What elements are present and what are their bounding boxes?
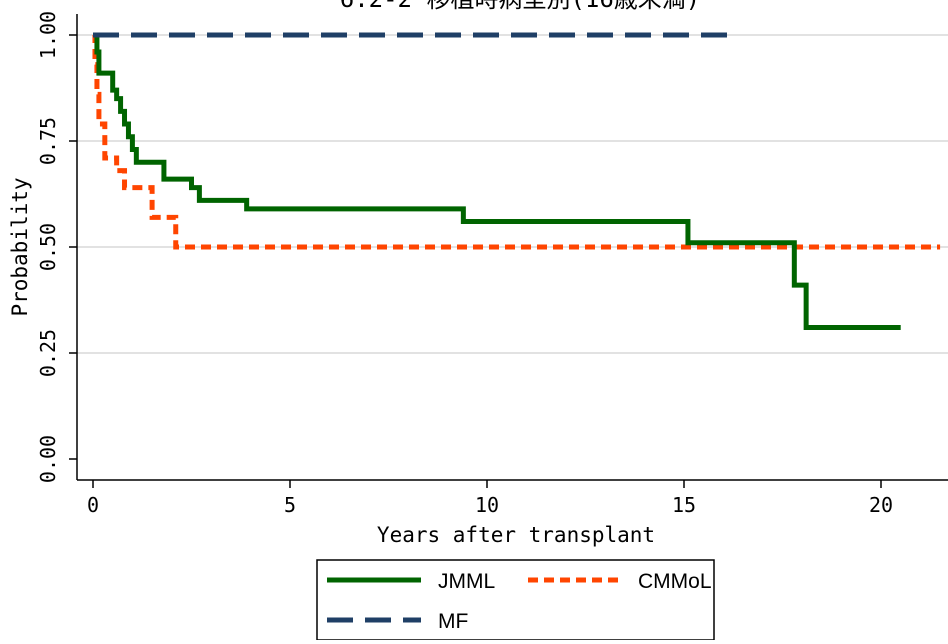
y-tick-label-0: 0.00 [36, 435, 60, 483]
x-tick-label-1: 5 [284, 493, 296, 517]
legend: JMML CMMoL MF [316, 559, 715, 641]
series-lines [92, 32, 941, 331]
x-tick-label-3: 15 [672, 493, 696, 517]
x-tick-label-0: 0 [87, 493, 99, 517]
y-tick-label-1: 0.25 [36, 329, 60, 377]
legend-box [316, 559, 715, 641]
chart-title: 6.2-2 移植時病型別(16歳未満) [340, 0, 701, 13]
x-axis-label: Years after transplant [377, 523, 655, 547]
y-tick-label-4: 1.00 [36, 11, 60, 59]
x-tick-label-2: 10 [475, 493, 499, 517]
legend-label-mf: MF [438, 610, 468, 633]
series-line-jmml [93, 32, 901, 331]
x-ticks: 0 5 10 15 20 [87, 480, 893, 517]
x-tick-label-4: 20 [869, 493, 893, 517]
y-tick-label-2: 0.50 [36, 223, 60, 271]
legend-label-jmml: JMML [438, 570, 495, 593]
grid-lines [77, 34, 948, 354]
y-axis-label: Probability [8, 177, 32, 316]
y-tick-label-3: 0.75 [36, 117, 60, 165]
y-ticks: 0.00 0.25 0.50 0.75 1.00 [36, 11, 77, 483]
legend-label-cmmol: CMMoL [638, 570, 712, 593]
